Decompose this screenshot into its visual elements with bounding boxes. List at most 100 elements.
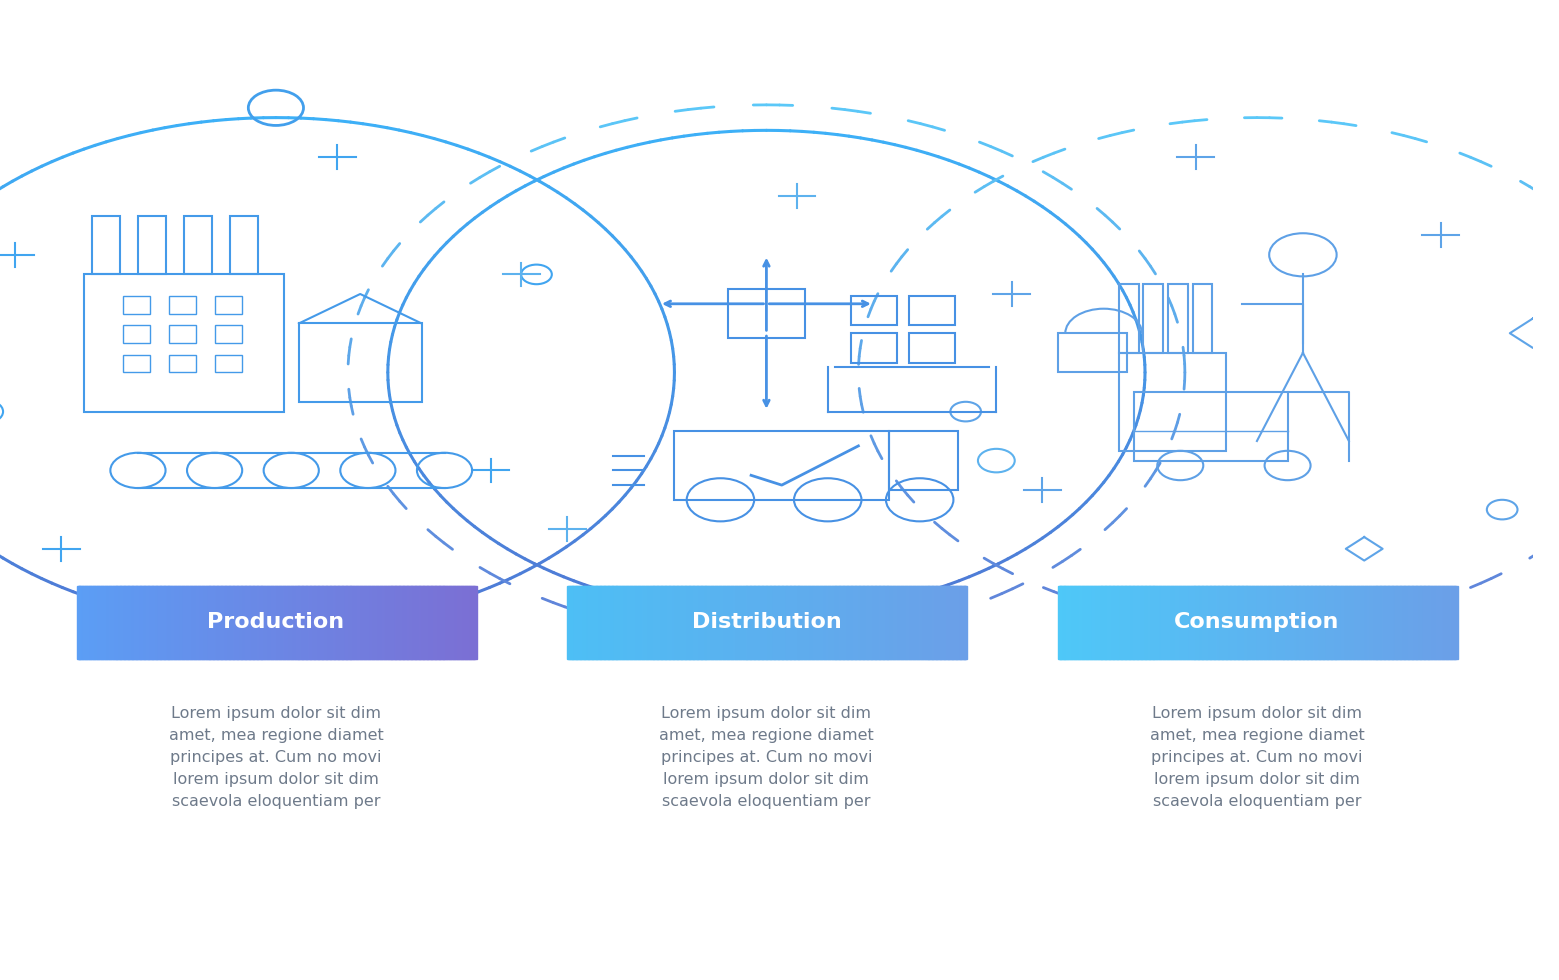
Bar xyxy=(196,585,200,659)
Bar xyxy=(1129,585,1132,659)
Bar xyxy=(1281,585,1283,659)
Bar xyxy=(750,585,753,659)
Bar xyxy=(1066,585,1069,659)
Bar xyxy=(1289,585,1292,659)
Bar xyxy=(801,585,804,659)
Bar xyxy=(647,585,650,659)
Bar xyxy=(840,585,843,659)
Bar xyxy=(270,585,273,659)
Bar xyxy=(1214,585,1218,659)
Bar xyxy=(794,585,795,659)
Text: Consumption: Consumption xyxy=(1174,612,1339,632)
Bar xyxy=(959,585,962,659)
Bar xyxy=(352,585,354,659)
Bar xyxy=(452,585,455,659)
Bar xyxy=(424,585,427,659)
Bar xyxy=(965,585,967,659)
Bar xyxy=(398,585,401,659)
Bar xyxy=(374,585,377,659)
Bar xyxy=(1113,585,1116,659)
Bar xyxy=(271,585,274,659)
Bar xyxy=(1434,585,1437,659)
Bar xyxy=(226,585,229,659)
Bar xyxy=(1161,585,1165,659)
Bar xyxy=(1166,585,1169,659)
Bar xyxy=(895,585,898,659)
Bar xyxy=(778,585,781,659)
Bar xyxy=(1296,585,1299,659)
Bar xyxy=(1135,585,1138,659)
Bar xyxy=(1112,585,1115,659)
Bar xyxy=(1444,585,1445,659)
Bar xyxy=(630,585,633,659)
Bar xyxy=(1416,585,1417,659)
Bar xyxy=(123,585,126,659)
Bar xyxy=(953,585,956,659)
Bar xyxy=(1300,585,1302,659)
Bar xyxy=(399,585,402,659)
Bar xyxy=(237,585,240,659)
Bar xyxy=(868,585,871,659)
Bar xyxy=(298,585,301,659)
Bar xyxy=(728,289,804,338)
Bar xyxy=(1090,585,1093,659)
Bar xyxy=(1437,585,1441,659)
Bar xyxy=(101,585,104,659)
Text: Lorem ipsum dolor sit dim
amet, mea regione diamet
principes at. Cum no movi
lor: Lorem ipsum dolor sit dim amet, mea regi… xyxy=(1149,706,1364,809)
Bar xyxy=(78,585,81,659)
Bar xyxy=(867,585,868,659)
Bar xyxy=(1300,585,1303,659)
Bar xyxy=(1398,585,1400,659)
Bar xyxy=(1182,585,1185,659)
Bar xyxy=(307,585,310,659)
Bar xyxy=(737,585,741,659)
Bar xyxy=(1283,585,1286,659)
Bar xyxy=(867,585,870,659)
Bar xyxy=(1094,585,1098,659)
Bar xyxy=(1093,585,1094,659)
Bar xyxy=(620,585,624,659)
Bar xyxy=(608,585,611,659)
Bar xyxy=(408,585,412,659)
Bar xyxy=(438,585,441,659)
Bar xyxy=(267,585,270,659)
Bar xyxy=(742,585,745,659)
Bar xyxy=(209,585,212,659)
Bar xyxy=(731,585,734,659)
Bar xyxy=(161,585,164,659)
Bar xyxy=(1177,585,1180,659)
Bar xyxy=(1377,585,1380,659)
Bar xyxy=(1364,585,1367,659)
Bar xyxy=(1108,585,1112,659)
Bar xyxy=(1336,585,1338,659)
Bar xyxy=(341,585,345,659)
Bar xyxy=(1333,585,1336,659)
Bar xyxy=(1341,585,1344,659)
Bar xyxy=(195,585,198,659)
Bar xyxy=(1278,585,1281,659)
Bar xyxy=(1316,585,1319,659)
Bar xyxy=(371,585,374,659)
Bar xyxy=(716,585,719,659)
Bar xyxy=(1386,585,1389,659)
Bar xyxy=(1409,585,1412,659)
Bar xyxy=(1389,585,1391,659)
Bar xyxy=(84,585,87,659)
Bar xyxy=(334,585,335,659)
Bar xyxy=(1210,585,1213,659)
Bar xyxy=(678,585,680,659)
Bar xyxy=(352,585,355,659)
Bar xyxy=(357,585,360,659)
Bar xyxy=(1244,585,1247,659)
Bar xyxy=(263,585,267,659)
Bar xyxy=(790,585,794,659)
Bar xyxy=(756,585,759,659)
Bar xyxy=(201,585,204,659)
Bar xyxy=(683,585,686,659)
Bar xyxy=(455,585,458,659)
Bar xyxy=(1154,585,1157,659)
Bar xyxy=(750,585,751,659)
Bar xyxy=(1361,585,1364,659)
Bar xyxy=(1314,585,1317,659)
Bar xyxy=(443,585,446,659)
